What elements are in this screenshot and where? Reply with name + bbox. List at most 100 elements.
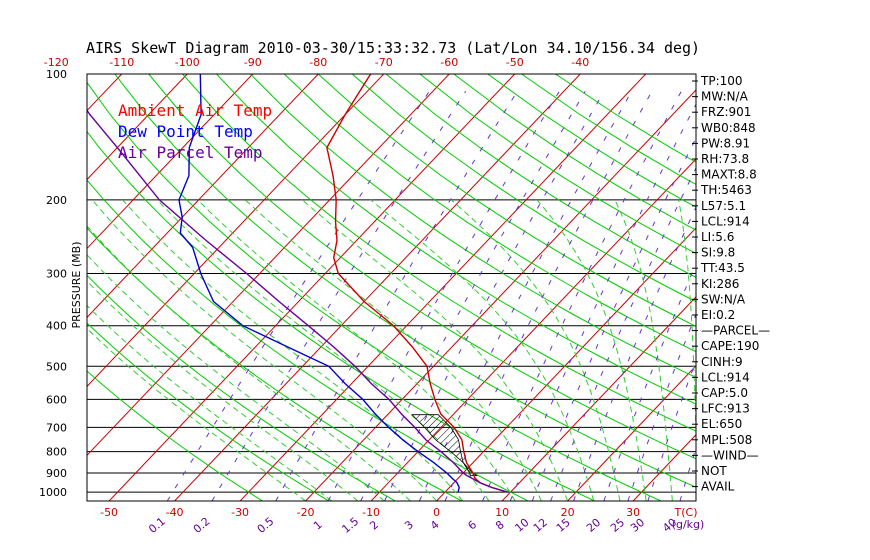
pressure-tick-label: 400 (46, 320, 67, 333)
dry-adiabat (283, 74, 696, 353)
dry-adiabat (351, 74, 696, 303)
top-temp-tick-label: -80 (309, 56, 327, 69)
mixing-ratio-line (418, 91, 633, 501)
pressure-tick-label: 600 (46, 393, 67, 406)
mixing-ratio-line (603, 262, 696, 501)
moist-adiabat (91, 199, 437, 501)
mixing-ratio-tick-label: 1 (311, 518, 325, 532)
ambient-air-temp-line (326, 74, 508, 493)
dry-adiabat (87, 130, 595, 501)
dry-adiabat (216, 74, 696, 405)
dry-adiabat (317, 74, 696, 327)
top-temp-tick-label: -110 (109, 56, 134, 69)
moist-adiabat (614, 199, 673, 501)
mixing-ratio-line (647, 359, 696, 501)
index-entry: LI:5.6 (701, 230, 734, 244)
dry-adiabat (114, 74, 696, 488)
dry-adiabat (385, 74, 696, 278)
mixing-ratio-tick-label: 12 (531, 516, 550, 535)
moist-adiabat (87, 280, 359, 501)
index-entry: LCL:914 (701, 214, 750, 228)
legend-entry: Dew Point Temp (118, 122, 253, 141)
isotherm (108, 74, 516, 501)
mixing-ratio-line (509, 103, 696, 501)
pressure-tick-label: 200 (46, 194, 67, 207)
index-entry: TP:100 (700, 74, 743, 88)
moist-adiabat (301, 199, 569, 501)
mixing-ratio-line (166, 91, 430, 501)
index-entry: EI:0.2 (701, 308, 735, 322)
index-entry: MW:N/A (701, 90, 749, 104)
isotherm (830, 74, 870, 501)
isotherm (764, 74, 870, 501)
mixing-ratio-unit-label: (g/kg) (672, 518, 705, 531)
index-entry: RH:73.8 (701, 152, 749, 166)
bottom-temp-tick-label: -20 (297, 506, 315, 519)
legend-entry: Ambient Air Temp (118, 101, 272, 120)
top-temp-tick-label: -60 (440, 56, 458, 69)
isotherm (305, 89, 696, 501)
mixing-ratio-tick-label: 8 (493, 518, 507, 532)
index-entry: EL:650 (701, 417, 742, 431)
index-entry: CINH:9 (701, 355, 743, 369)
pressure-tick-label: 100 (46, 68, 67, 81)
bottom-temp-tick-label: 10 (495, 506, 509, 519)
mixing-ratio-line (482, 91, 682, 501)
mixing-ratio-tick-label: 3 (402, 518, 416, 532)
top-temp-tick-label: -120 (44, 56, 69, 69)
y-axis-label: PRESSURE (MB) (70, 242, 83, 329)
background-grid (0, 74, 870, 501)
bottom-temp-tick-label: 20 (561, 506, 575, 519)
isotherm (87, 74, 450, 457)
index-entry: MAXT:8.8 (701, 168, 757, 182)
index-entry: WB0:848 (701, 121, 756, 135)
moist-adiabat (370, 199, 595, 501)
top-temp-tick-label: -90 (244, 56, 262, 69)
cape-hatched-area (411, 414, 478, 476)
bottom-temp-tick-label: 0 (433, 506, 440, 519)
index-entry: LCL:914 (701, 370, 750, 384)
dry-adiabat (182, 74, 696, 432)
top-temp-tick-label: -40 (571, 56, 589, 69)
index-entry: TT:43.5 (700, 261, 745, 275)
index-entry: SI:9.8 (701, 246, 735, 260)
cape-area (411, 414, 478, 476)
mixing-ratio-tick-label: 20 (584, 516, 603, 535)
dry-adiabat (487, 74, 696, 208)
mixing-ratio-line (384, 91, 605, 501)
top-temp-tick-label: -70 (375, 56, 393, 69)
dry-adiabat (419, 74, 696, 255)
mixing-ratio-line (275, 91, 518, 501)
moist-adiabat (156, 199, 490, 501)
index-entry: —WIND— (701, 448, 759, 462)
mixing-ratio-tick-label: 25 (608, 516, 627, 535)
pressure-tick-label: 800 (46, 446, 67, 459)
isotherm (87, 74, 319, 319)
index-entry: AVAIL (701, 480, 735, 494)
profile-series (87, 74, 508, 493)
moist-adiabat (678, 199, 696, 445)
pressure-tick-label: 500 (46, 360, 67, 373)
legend: Ambient Air Temp Dew Point Temp Air Parcel… (118, 101, 272, 162)
pressure-tick-label: 1000 (39, 486, 67, 499)
isotherm (0, 74, 56, 501)
pressure-tick-label: 300 (46, 268, 67, 281)
isotherm (87, 74, 188, 181)
mixing-ratio-line (679, 446, 696, 501)
dry-adiabat (87, 370, 263, 501)
dry-adiabat (148, 74, 696, 460)
top-temp-tick-label: -50 (506, 56, 524, 69)
mixing-ratio-tick-label: 0.5 (255, 515, 277, 536)
index-entry: TH:5463 (700, 183, 752, 197)
bottom-temp-tick-label: 30 (626, 506, 640, 519)
index-entry: SW:N/A (701, 292, 746, 306)
isotherm (239, 74, 647, 501)
temp-unit-label: T(C) (674, 506, 698, 519)
mixing-ratio-line (531, 137, 696, 501)
moist-adiabat (87, 304, 333, 501)
bottom-temp-tick-label: -50 (100, 506, 118, 519)
moist-adiabat (87, 254, 385, 501)
dew-point-temp-line (178, 74, 460, 493)
